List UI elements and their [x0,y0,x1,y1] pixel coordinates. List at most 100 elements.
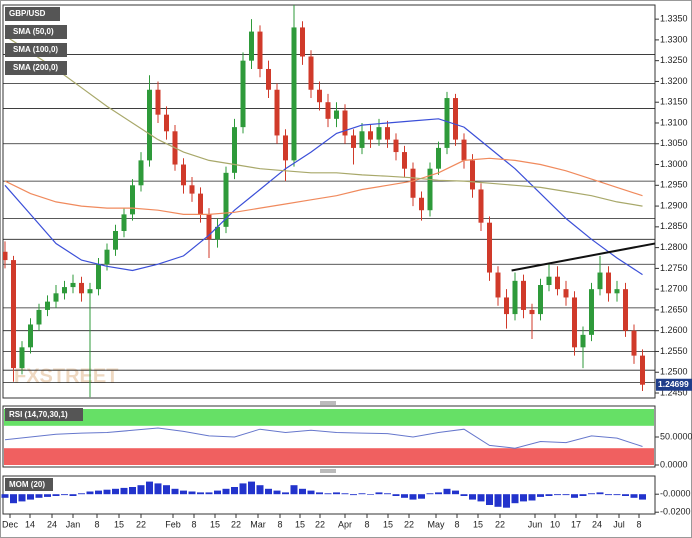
sma-line [4,35,643,207]
momentum-bar [86,491,94,495]
y-tick-label: -0.0000 [660,489,691,499]
momentum-bar [112,488,119,495]
candle-body [342,110,348,136]
x-tick-label: 22 [136,519,146,529]
candle-body [257,31,263,69]
last-price-tag [656,378,692,391]
x-tick-label: 24 [47,519,57,529]
momentum-bar [61,494,68,496]
legend-label: MOM (20) [9,480,45,489]
x-tick-label: 15 [473,519,483,529]
candle-body [138,160,144,186]
candle-body [87,289,93,294]
x-tick-label: 15 [210,519,220,529]
momentum-bar [384,493,391,495]
candle-body [368,131,373,140]
momentum-bar [409,494,417,500]
x-tick-label: 8 [454,519,459,529]
candle-body [28,324,33,348]
momentum-bar [350,494,357,496]
x-tick-label: 8 [277,519,282,529]
candle-body [155,89,161,115]
y-tick-label: 1.2700 [660,284,688,294]
candle-body [147,89,152,161]
momentum-bar [630,494,638,498]
momentum-bar [299,488,306,495]
momentum-bar [324,493,332,495]
legend-box [5,61,67,75]
momentum-bar [180,490,187,495]
momentum-bar [537,494,544,497]
x-tick-label: 15 [383,519,393,529]
panel-handle[interactable] [320,401,336,405]
momentum-bar [469,494,476,500]
momentum-bar [282,492,289,495]
momentum-bar [35,494,43,498]
candle-body [334,110,339,119]
momentum-bar [605,494,612,496]
last-price-label: 1.24699 [658,379,689,389]
x-tick-label: Feb [165,519,181,529]
x-tick-label: 14 [25,519,35,529]
momentum-bar [613,494,621,496]
momentum-bar [418,494,425,499]
x-tick-label: 8 [364,519,369,529]
x-tick-label: 10 [550,519,560,529]
candle-body [640,355,645,385]
candle-body [597,272,603,290]
x-tick-label: Jun [528,519,543,529]
momentum-bar [222,488,230,495]
x-tick-label: Jan [66,519,81,529]
momentum-bar [103,489,111,495]
momentum-bar [588,493,595,495]
momentum-bar [18,494,26,502]
candle-body [546,276,552,286]
candle-body [308,56,314,90]
x-tick-label: Mar [250,519,266,529]
sma-line [4,118,643,276]
legend-label: SMA (50,0) [13,27,54,36]
candle-body [529,309,535,315]
candle-body [274,89,280,136]
legend-label: RSI (14,70,30,1) [9,410,68,419]
candle-body [504,297,509,315]
legend-box [5,25,67,39]
y-tick-label: 1.3050 [660,138,688,148]
candle-body [164,114,169,132]
x-tick-label: Jul [613,519,625,529]
y-tick-label: 1.2450 [660,387,688,397]
momentum-bar [214,490,221,495]
x-tick-label: 15 [114,519,124,529]
momentum-bar [554,494,561,496]
momentum-bar [639,494,646,500]
candle-body [266,68,271,90]
y-tick-label: 1.3100 [660,117,688,127]
momentum-bar [27,494,34,500]
x-tick-label: 24 [592,519,602,529]
y-tick-label: 1.2650 [660,304,688,314]
candle-body [300,27,305,57]
momentum-bar [10,494,17,504]
candle-body [410,168,416,198]
y-tick-label: 1.3350 [660,13,688,23]
y-tick-label: 1.2850 [660,221,688,231]
momentum-bar [494,494,502,507]
candle-body [121,214,127,231]
momentum-bar [571,494,578,498]
y-tick-label: 1.3200 [660,76,688,86]
candle-body [606,272,611,294]
momentum-bar [375,492,383,495]
y-tick-label: 0.0000 [660,459,688,469]
momentum-bar [154,483,162,495]
panel-handle[interactable] [320,469,336,473]
momentum-bar [333,492,340,495]
candle-body [538,285,543,315]
momentum-bar [528,494,536,501]
candle-body [181,164,186,186]
candle-body [470,160,475,190]
candle-body [45,301,50,310]
candle-body [453,98,458,140]
y-tick-label: 1.2550 [660,346,688,356]
trendline [511,242,655,272]
candle-body [436,147,441,169]
